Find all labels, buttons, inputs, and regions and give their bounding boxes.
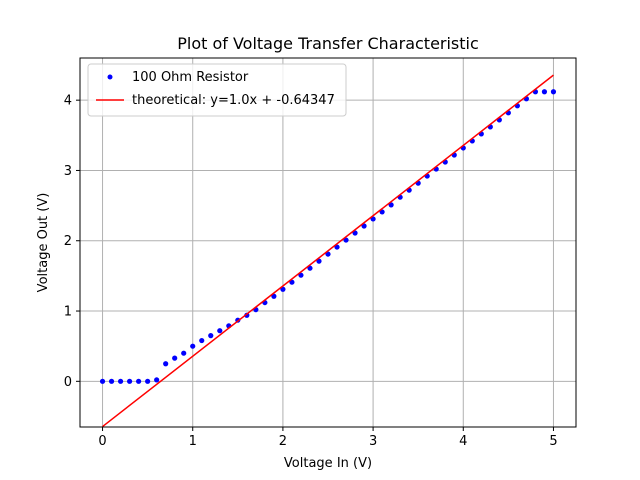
legend-box	[87, 63, 347, 117]
data-point	[127, 378, 133, 384]
x-tick-label: 2	[279, 434, 287, 449]
x-tick-label: 0	[98, 434, 106, 449]
data-point	[370, 216, 376, 222]
data-point	[154, 377, 160, 383]
y-tick-label: 0	[64, 375, 72, 390]
data-point	[136, 378, 142, 384]
data-point	[352, 230, 358, 236]
plot-series	[99, 74, 557, 428]
legend-label-points: 100 Ohm Resistor	[132, 70, 249, 85]
data-point	[550, 89, 557, 95]
y-tick-label: 3	[64, 164, 72, 179]
x-tick-label: 5	[549, 434, 557, 449]
data-point	[217, 328, 223, 334]
x-tick-label: 3	[369, 434, 377, 449]
data-point	[316, 258, 322, 264]
data-point	[163, 361, 169, 367]
x-axis-label: Voltage In (V)	[284, 456, 372, 471]
x-tick-label: 4	[459, 434, 467, 449]
data-point	[343, 237, 349, 243]
data-point	[190, 343, 196, 349]
data-point	[99, 378, 106, 384]
data-point	[108, 378, 115, 384]
data-point	[280, 286, 286, 292]
data-point	[289, 279, 295, 285]
data-point	[208, 333, 214, 339]
data-point	[307, 265, 313, 271]
theoretical-line	[102, 74, 554, 428]
data-point	[117, 378, 124, 384]
data-point	[325, 251, 331, 257]
data-point	[145, 378, 151, 384]
data-point	[181, 350, 187, 356]
legend: 100 Ohm Resistor theoretical: y=1.0x + -…	[87, 63, 347, 117]
data-point	[361, 223, 367, 229]
data-point	[298, 272, 304, 278]
y-tick-label: 2	[64, 234, 72, 249]
data-point	[388, 202, 394, 208]
y-axis-label: Voltage Out (V)	[36, 193, 51, 293]
data-point	[172, 355, 178, 361]
data-point	[199, 337, 205, 344]
data-point	[271, 293, 277, 299]
chart-title: Plot of Voltage Transfer Characteristic	[177, 34, 479, 53]
axis-ticks: 0 1 2 3 4 5 0 1 2 3 4	[64, 94, 558, 449]
data-point	[541, 89, 548, 95]
x-tick-label: 1	[189, 434, 197, 449]
legend-marker-points	[107, 74, 113, 80]
data-point	[334, 244, 340, 250]
y-tick-label: 4	[64, 94, 72, 109]
plot-frame	[79, 57, 577, 428]
data-point	[379, 209, 385, 215]
legend-label-line: theoretical: y=1.0x + -0.64347	[132, 93, 335, 108]
y-tick-label: 1	[64, 305, 72, 320]
